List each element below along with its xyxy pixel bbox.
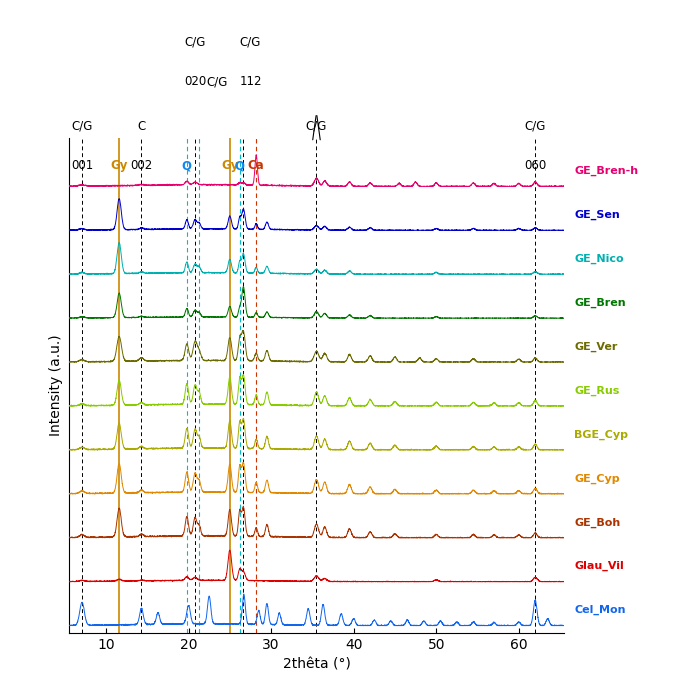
X-axis label: 2thêta (°): 2thêta (°) xyxy=(283,657,350,671)
Text: 060: 060 xyxy=(524,160,546,172)
Text: GE_Boh: GE_Boh xyxy=(574,517,621,528)
Text: Gy: Gy xyxy=(111,160,128,172)
Text: Q: Q xyxy=(182,160,192,172)
Text: C: C xyxy=(138,120,146,133)
Text: Gy: Gy xyxy=(221,160,239,172)
Text: 020: 020 xyxy=(184,75,206,88)
Text: GE_Cyp: GE_Cyp xyxy=(574,473,620,484)
Text: BGE_Cyp: BGE_Cyp xyxy=(574,429,628,440)
Text: GE_Ver: GE_Ver xyxy=(574,342,617,352)
Text: GE_Nico: GE_Nico xyxy=(574,254,624,264)
Text: C/G: C/G xyxy=(72,120,93,133)
Text: Q: Q xyxy=(235,160,245,172)
Text: GE_Rus: GE_Rus xyxy=(574,385,619,396)
Y-axis label: Intensity (a.u.): Intensity (a.u.) xyxy=(50,334,63,436)
Text: C/G: C/G xyxy=(305,120,327,133)
Text: C/G: C/G xyxy=(184,36,206,48)
Text: 112: 112 xyxy=(239,75,261,88)
Text: C/G: C/G xyxy=(239,36,261,48)
Text: Glau_Vil: Glau_Vil xyxy=(574,561,624,572)
Text: C/G: C/G xyxy=(206,75,228,88)
Text: GE_Bren: GE_Bren xyxy=(574,298,625,308)
Text: Cel_Mon: Cel_Mon xyxy=(574,605,625,615)
Text: GE_Bren-h: GE_Bren-h xyxy=(574,166,638,176)
Text: Ca: Ca xyxy=(248,160,265,172)
Text: GE_Sen: GE_Sen xyxy=(574,210,620,220)
Text: 001: 001 xyxy=(71,160,93,172)
Text: C/G: C/G xyxy=(524,120,546,133)
Text: 002: 002 xyxy=(130,160,153,172)
